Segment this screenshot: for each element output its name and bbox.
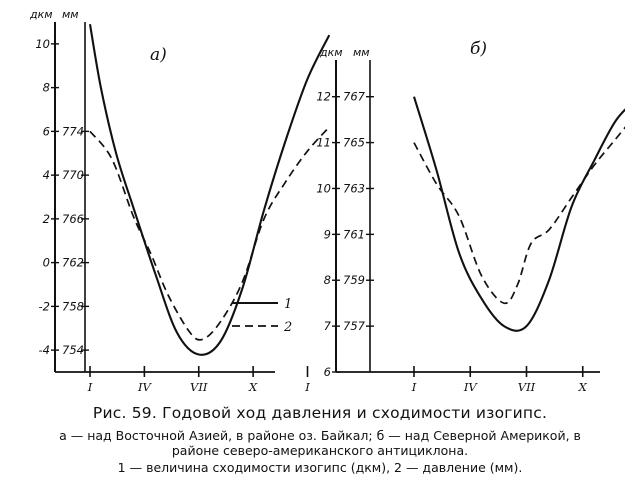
panel-a-series	[88, 24, 331, 356]
legend-label-1: 1	[284, 297, 292, 312]
y-left-tick-label: 10	[316, 181, 331, 195]
y-left-tick-label: 4	[43, 168, 50, 182]
panel-b-title: б)	[470, 39, 487, 59]
caption-line-1: а — над Восточной Азией, в районе оз. Ба…	[59, 428, 581, 458]
y-right-tick-label: 754	[62, 343, 84, 357]
panel-a-left-ticks: 10 8 6 4 2 0 -2 -4	[35, 37, 59, 357]
panel-a-unit-mm: мм	[62, 8, 79, 21]
y-left-tick-label: 2	[43, 212, 50, 226]
x-tick-label: IV	[463, 380, 479, 394]
x-tick-label: IV	[137, 380, 153, 394]
x-tick-label: I	[411, 380, 417, 394]
y-left-tick-label: -4	[39, 343, 50, 357]
y-left-tick-label: 8	[43, 81, 50, 95]
panel-b-unit-dkm: дкм	[319, 46, 343, 59]
x-tick-label: X	[248, 380, 258, 394]
panel-a-legend: 1 2	[232, 297, 292, 335]
panel-a-unit-dkm: дкм	[29, 8, 53, 21]
y-left-tick-label: 10	[35, 37, 50, 51]
y-left-tick-label: 12	[316, 90, 331, 104]
y-right-tick-label: 761	[343, 227, 365, 241]
y-right-tick-label: 766	[62, 212, 84, 226]
y-right-tick-label: 765	[343, 136, 365, 150]
y-right-tick-label: 762	[62, 256, 84, 270]
series-line-2	[89, 126, 330, 341]
y-left-tick-label: 6	[43, 124, 50, 138]
y-left-tick-label: -2	[39, 299, 50, 313]
y-left-tick-label: 8	[324, 273, 331, 287]
series-line-1	[88, 24, 331, 356]
panel-a-title: а)	[150, 45, 167, 65]
y-left-tick-label: 11	[316, 136, 331, 150]
x-tick-label: X	[578, 380, 588, 394]
panel-a-right-ticks: 774 770 766 762 758 754	[62, 124, 89, 357]
panel-b-unit-mm: мм	[353, 46, 370, 59]
legend-label-2: 2	[283, 320, 292, 335]
x-tick-label: VII	[518, 380, 536, 394]
y-left-tick-label: 9	[324, 227, 331, 241]
x-tick-label: VII	[190, 380, 208, 394]
panel-b-right-ticks: 767 765 763 761 759 757	[343, 90, 374, 333]
y-left-tick-label: 0	[43, 256, 50, 270]
y-left-tick-label: 7	[324, 319, 332, 333]
caption-line-2: 1 — величина сходимости изогипс (дкм), 2…	[117, 460, 523, 475]
panel-b-left-ticks: 12 11 10 9 8 7 6	[316, 90, 340, 379]
panel-a-x-ticks: I IV VII X I	[87, 366, 310, 394]
y-right-tick-label: 757	[343, 319, 366, 333]
series-line-1	[412, 96, 625, 332]
y-right-tick-label: 759	[343, 273, 365, 287]
x-tick-label: I	[304, 380, 310, 394]
caption-title: Рис. 59. Годовой ход давления и сходимос…	[92, 404, 548, 422]
y-right-tick-label: 767	[343, 90, 366, 104]
y-left-tick-label: 6	[324, 365, 331, 379]
y-right-tick-label: 763	[343, 181, 365, 195]
x-tick-label: I	[87, 380, 93, 394]
panel-b-series	[412, 96, 625, 332]
y-right-tick-label: 774	[62, 124, 84, 138]
y-right-tick-label: 770	[62, 168, 84, 182]
series-line-2	[413, 126, 625, 305]
y-right-tick-label: 758	[62, 299, 84, 313]
